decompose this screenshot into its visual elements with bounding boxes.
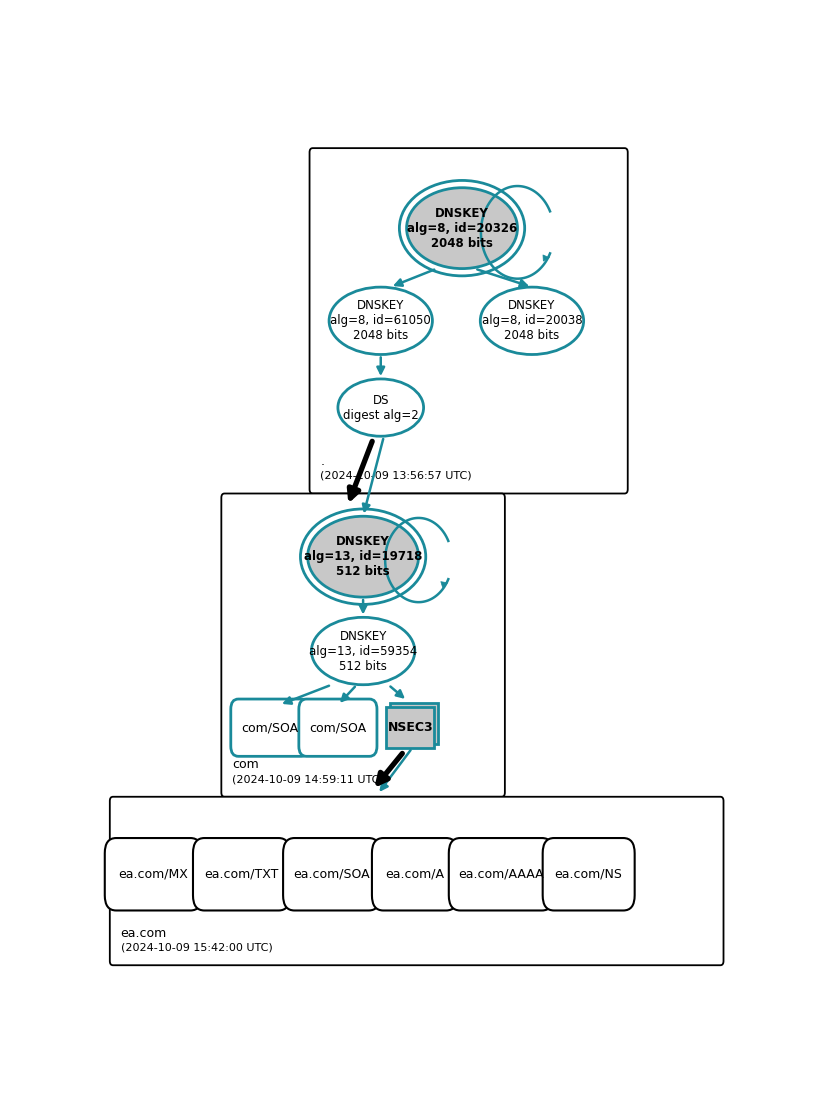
Text: (2024-10-09 15:42:00 UTC): (2024-10-09 15:42:00 UTC) — [120, 943, 272, 953]
Text: ea.com/SOA: ea.com/SOA — [293, 868, 370, 881]
Text: ea.com/A: ea.com/A — [385, 868, 444, 881]
FancyBboxPatch shape — [283, 838, 380, 910]
FancyBboxPatch shape — [449, 838, 554, 910]
Text: DNSKEY
alg=13, id=19718
512 bits: DNSKEY alg=13, id=19718 512 bits — [304, 535, 422, 579]
Text: com/SOA: com/SOA — [309, 721, 367, 734]
Text: DNSKEY
alg=8, id=20326
2048 bits: DNSKEY alg=8, id=20326 2048 bits — [406, 207, 517, 249]
Text: DNSKEY
alg=8, id=61050
2048 bits: DNSKEY alg=8, id=61050 2048 bits — [330, 300, 431, 342]
Ellipse shape — [406, 188, 517, 269]
Text: ea.com/MX: ea.com/MX — [119, 868, 189, 881]
Ellipse shape — [338, 379, 424, 437]
Text: ea.com/TXT: ea.com/TXT — [204, 868, 279, 881]
FancyBboxPatch shape — [231, 699, 309, 756]
Text: (2024-10-09 14:59:11 UTC): (2024-10-09 14:59:11 UTC) — [232, 775, 384, 784]
FancyBboxPatch shape — [105, 838, 202, 910]
FancyBboxPatch shape — [310, 148, 628, 493]
Text: com/SOA: com/SOA — [241, 721, 298, 734]
FancyBboxPatch shape — [390, 703, 438, 744]
Text: (2024-10-09 13:56:57 UTC): (2024-10-09 13:56:57 UTC) — [320, 470, 472, 481]
Text: ea.com: ea.com — [120, 927, 167, 940]
Text: ea.com/NS: ea.com/NS — [554, 868, 623, 881]
Ellipse shape — [311, 617, 415, 685]
FancyBboxPatch shape — [193, 838, 290, 910]
FancyBboxPatch shape — [110, 796, 724, 965]
FancyBboxPatch shape — [543, 838, 635, 910]
Ellipse shape — [307, 516, 419, 597]
Text: ea.com/AAAA: ea.com/AAAA — [459, 868, 544, 881]
Text: DNSKEY
alg=13, id=59354
512 bits: DNSKEY alg=13, id=59354 512 bits — [309, 629, 417, 673]
FancyBboxPatch shape — [221, 493, 505, 796]
Text: DNSKEY
alg=8, id=20038
2048 bits: DNSKEY alg=8, id=20038 2048 bits — [481, 300, 582, 342]
Text: com: com — [232, 758, 259, 771]
FancyBboxPatch shape — [372, 838, 458, 910]
Text: DS
digest alg=2: DS digest alg=2 — [343, 394, 419, 421]
Ellipse shape — [480, 287, 584, 354]
FancyBboxPatch shape — [299, 699, 377, 756]
Ellipse shape — [329, 287, 433, 354]
FancyBboxPatch shape — [386, 708, 434, 748]
Text: .: . — [320, 455, 324, 468]
Text: NSEC3: NSEC3 — [388, 721, 433, 734]
